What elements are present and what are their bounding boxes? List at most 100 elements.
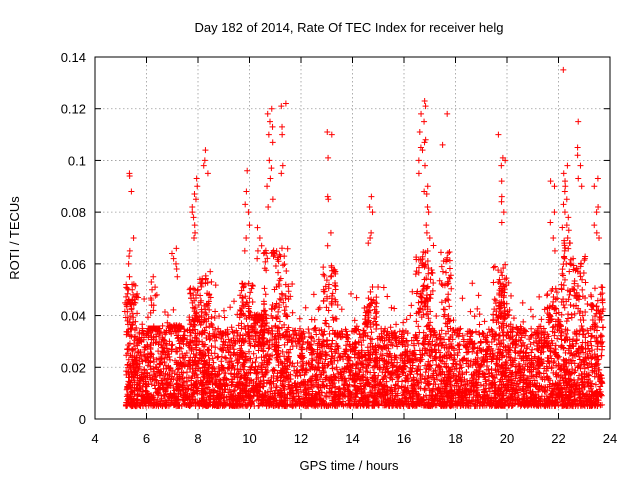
data-point	[150, 355, 157, 362]
data-point	[164, 319, 171, 326]
data-point	[510, 315, 517, 322]
data-point	[384, 293, 391, 300]
data-point	[396, 373, 403, 380]
data-point	[460, 356, 467, 363]
data-point	[408, 302, 415, 309]
chart-title: Day 182 of 2014, Rate Of TEC Index for r…	[194, 20, 503, 35]
data-point	[220, 307, 227, 314]
data-point	[212, 308, 219, 315]
data-point	[380, 284, 387, 291]
data-point	[176, 354, 183, 361]
data-point	[471, 344, 478, 351]
data-point	[407, 312, 414, 319]
data-point	[247, 342, 254, 349]
data-point	[296, 325, 303, 332]
data-point	[297, 372, 304, 379]
data-point	[389, 342, 396, 349]
data-point	[208, 364, 215, 371]
data-point	[582, 345, 589, 352]
data-point	[222, 354, 229, 361]
data-point	[276, 318, 283, 325]
data-point	[454, 349, 461, 356]
data-point	[471, 313, 478, 320]
data-point	[540, 325, 547, 332]
data-point	[394, 382, 401, 389]
data-point	[289, 309, 296, 316]
data-point	[393, 392, 400, 399]
data-point	[131, 334, 138, 341]
data-point	[214, 354, 221, 361]
data-point	[538, 316, 545, 323]
data-point	[144, 314, 151, 321]
data-point	[362, 352, 369, 359]
data-point	[236, 314, 243, 321]
data-point	[422, 385, 429, 392]
data-point	[261, 326, 268, 333]
data-point	[265, 345, 272, 352]
data-point	[503, 332, 510, 339]
data-point	[218, 358, 225, 365]
data-point	[456, 358, 463, 365]
data-point	[252, 359, 259, 366]
data-point	[585, 364, 592, 371]
data-point	[170, 306, 177, 313]
data-point	[200, 361, 207, 368]
data-point	[270, 366, 277, 373]
data-point	[414, 337, 421, 344]
data-point	[532, 353, 539, 360]
data-point	[571, 310, 578, 317]
data-point	[148, 350, 155, 357]
data-point	[598, 346, 605, 353]
data-point	[315, 306, 322, 313]
data-point	[161, 308, 168, 315]
data-point	[381, 327, 388, 334]
data-point	[348, 290, 355, 297]
data-point	[395, 385, 402, 392]
data-point	[231, 298, 238, 305]
data-point	[576, 327, 583, 334]
data-point	[329, 337, 336, 344]
data-point	[383, 378, 390, 385]
data-point	[268, 330, 275, 337]
data-point	[403, 338, 410, 345]
data-point	[565, 345, 572, 352]
data-point	[526, 387, 533, 394]
data-point	[174, 335, 181, 342]
data-point	[417, 366, 424, 373]
data-point	[588, 333, 595, 340]
data-point	[388, 304, 395, 311]
data-point	[530, 313, 537, 320]
data-point	[418, 379, 425, 386]
data-point	[185, 357, 192, 364]
data-point	[329, 290, 336, 297]
data-point	[587, 338, 594, 345]
data-point	[244, 322, 251, 329]
data-point	[306, 329, 313, 336]
data-points	[121, 66, 607, 410]
data-point	[179, 350, 186, 357]
data-point	[334, 301, 341, 308]
data-point	[588, 342, 595, 349]
data-point	[176, 344, 183, 351]
data-point	[566, 342, 573, 349]
data-point	[209, 365, 216, 372]
data-point	[529, 346, 536, 353]
data-point	[434, 336, 441, 343]
data-point	[391, 305, 398, 312]
data-point	[496, 333, 503, 340]
data-point	[160, 336, 167, 343]
data-point	[468, 371, 475, 378]
data-point	[570, 351, 577, 358]
data-point	[435, 347, 442, 354]
data-point	[585, 330, 592, 337]
data-point	[552, 342, 559, 349]
data-point	[519, 299, 526, 306]
data-point	[183, 369, 190, 376]
data-point	[568, 311, 575, 318]
data-point	[532, 335, 539, 342]
data-point	[508, 292, 515, 299]
data-point	[215, 325, 222, 332]
data-point	[544, 291, 551, 298]
data-point	[598, 333, 605, 340]
